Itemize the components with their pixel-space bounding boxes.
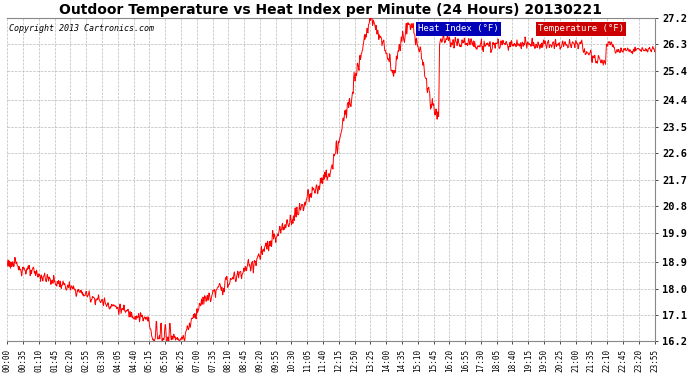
Text: Heat Index (°F): Heat Index (°F) <box>418 24 499 33</box>
Text: Copyright 2013 Cartronics.com: Copyright 2013 Cartronics.com <box>8 24 154 33</box>
Text: Temperature (°F): Temperature (°F) <box>538 24 624 33</box>
Title: Outdoor Temperature vs Heat Index per Minute (24 Hours) 20130221: Outdoor Temperature vs Heat Index per Mi… <box>59 3 602 17</box>
